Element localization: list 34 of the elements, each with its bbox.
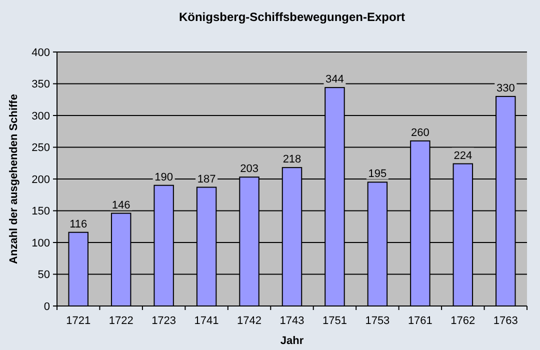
data-label: 330 [496,82,515,94]
y-tick-label: 0 [44,300,50,313]
y-tick-label: 200 [32,174,50,186]
y-tick-label: 300 [32,110,50,122]
x-tick-label: 1743 [280,315,304,327]
y-tick-label: 100 [32,237,50,250]
x-tick-label: 1753 [365,315,390,327]
data-label: 146 [112,199,130,212]
chart-title: Königsberg-Schiffsbewegungen-Export [178,10,406,24]
y-tick-label: 350 [32,78,50,91]
x-tick-label: 1761 [408,315,432,327]
data-label: 203 [240,163,258,176]
data-label: 224 [454,150,472,162]
data-label: 187 [197,173,216,186]
x-tick-label: 1742 [237,315,262,327]
y-axis-title: Anzahl der ausgehenden Schiffe [8,94,20,264]
x-axis-title: Jahr [280,335,304,347]
y-tick-label: 50 [38,269,50,282]
y-tick-label: 400 [32,46,50,59]
x-tick-label: 1763 [493,315,518,327]
x-tick-label: 1723 [152,315,176,327]
x-tick-label: 1751 [322,315,347,327]
data-label: 190 [154,171,173,184]
x-tick-label: 1722 [108,315,134,327]
data-label: 116 [70,218,88,230]
data-label: 195 [368,168,387,180]
x-tick-label: 1721 [66,315,91,327]
data-label: 260 [411,126,430,139]
y-tick-label: 150 [32,206,50,218]
data-label: 344 [326,74,344,86]
data-label: 218 [282,154,302,166]
x-tick-label: 1762 [450,315,476,327]
x-tick-label: 1741 [194,315,219,327]
y-tick-label: 250 [32,142,50,154]
